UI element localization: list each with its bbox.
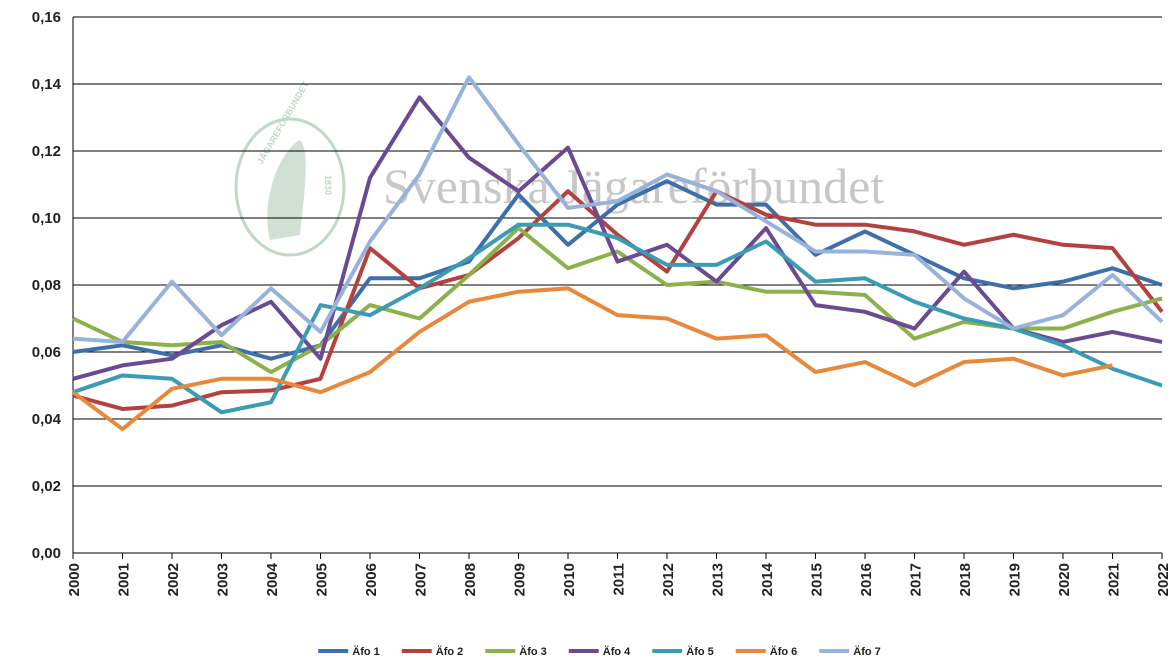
logo-bird bbox=[267, 140, 306, 240]
x-tick-label: 2012 bbox=[660, 563, 677, 596]
x-tick-label: 2016 bbox=[858, 563, 875, 596]
y-tick-label: 0,08 bbox=[32, 277, 61, 294]
x-tick-label: 2009 bbox=[512, 563, 529, 596]
x-tick-label: 2000 bbox=[66, 563, 83, 596]
logo-year: 1830 bbox=[323, 175, 333, 195]
legend: Äfo 1 Äfo 2 Äfo 3 Äfo 4 Äfo 5 Äfo 6 Äfo 7 bbox=[318, 645, 881, 658]
x-tick-label: 2014 bbox=[759, 562, 776, 596]
legend-label: Äfo 4 bbox=[603, 645, 631, 658]
x-tick-label: 2004 bbox=[264, 562, 281, 596]
x-tick-label: 2001 bbox=[116, 563, 133, 596]
x-tick-label: 2007 bbox=[413, 563, 430, 596]
y-tick-label: 0,02 bbox=[32, 478, 61, 495]
legend-label: Äfo 7 bbox=[853, 645, 881, 658]
x-tick-label: 2022 bbox=[1155, 563, 1172, 596]
x-tick-label: 2017 bbox=[908, 563, 925, 596]
y-tick-label: 0,12 bbox=[32, 143, 61, 160]
x-tick-label: 2015 bbox=[809, 563, 826, 596]
y-tick-label: 0,00 bbox=[32, 545, 61, 562]
series-line bbox=[72, 226, 1163, 375]
legend-label: Äfo 1 bbox=[352, 645, 380, 658]
x-tick-label: 2021 bbox=[1106, 563, 1123, 596]
x-tick-label: 2006 bbox=[363, 563, 380, 596]
x-tick-label: 2008 bbox=[462, 563, 479, 596]
x-tick-label: 2002 bbox=[165, 563, 182, 596]
logo bbox=[234, 117, 346, 257]
x-tick-label: 2010 bbox=[561, 563, 578, 596]
legend-label: Äfo 6 bbox=[770, 645, 798, 658]
x-tick-label: 2003 bbox=[215, 563, 232, 596]
x-tick-label: 2019 bbox=[1007, 563, 1024, 596]
legend-label: Äfo 3 bbox=[519, 645, 547, 658]
y-tick-label: 0,10 bbox=[32, 210, 61, 227]
x-tick-label: 2011 bbox=[611, 563, 628, 596]
x-tick-label: 2018 bbox=[957, 563, 974, 596]
series-line bbox=[72, 179, 1163, 361]
y-tick-label: 0,04 bbox=[32, 411, 62, 428]
x-tick-label: 2020 bbox=[1056, 563, 1073, 596]
y-tick-label: 0,16 bbox=[32, 9, 61, 26]
x-tick-label: 2013 bbox=[710, 563, 727, 596]
series-line bbox=[72, 75, 1164, 344]
y-tick-label: 0,06 bbox=[32, 344, 61, 361]
watermark: Svenska Jägareförbundet bbox=[383, 158, 884, 214]
series-line bbox=[72, 189, 1164, 411]
series-line bbox=[71, 286, 1113, 432]
series-line bbox=[72, 222, 1163, 415]
x-tick-label: 2005 bbox=[314, 563, 331, 596]
legend-label: Äfo 5 bbox=[686, 645, 714, 658]
legend-label: Äfo 2 bbox=[436, 645, 464, 658]
y-tick-label: 0,14 bbox=[32, 76, 62, 93]
series-line bbox=[72, 95, 1163, 381]
